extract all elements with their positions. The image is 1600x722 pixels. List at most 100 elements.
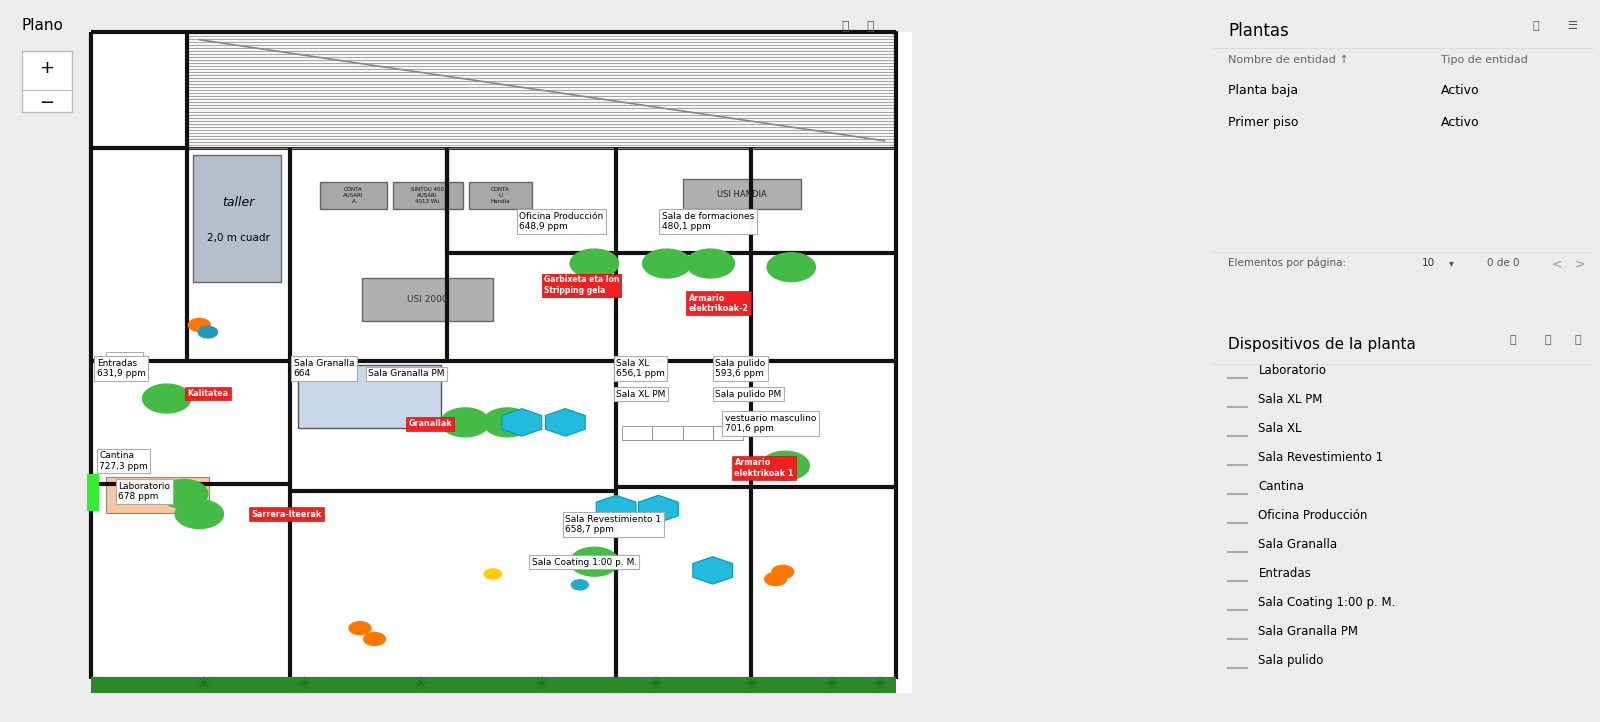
Text: Plano: Plano: [22, 18, 64, 33]
Text: Oficina Producción: Oficina Producción: [1259, 509, 1368, 522]
Circle shape: [483, 408, 531, 437]
Text: ✳: ✳: [744, 676, 758, 693]
Text: Activo: Activo: [1442, 116, 1480, 129]
Text: Sala Granalla: Sala Granalla: [1259, 538, 1338, 551]
Bar: [392, 182, 462, 209]
Text: Planta baja: Planta baja: [1229, 84, 1298, 97]
Text: 🔍: 🔍: [1533, 21, 1539, 31]
Circle shape: [485, 569, 501, 579]
Text: Entradas: Entradas: [1259, 567, 1312, 580]
Text: ⛶: ⛶: [866, 20, 874, 33]
Bar: [298, 365, 442, 428]
Text: 🔍: 🔍: [1510, 335, 1517, 344]
Text: CONTA
AUSARI
A: CONTA AUSARI A: [342, 188, 363, 204]
Circle shape: [762, 451, 810, 480]
Text: Laboratorio
678 ppm: Laboratorio 678 ppm: [118, 482, 170, 501]
Text: ✳: ✳: [534, 676, 549, 693]
Bar: [683, 426, 712, 440]
Text: ☰: ☰: [1566, 21, 1578, 31]
Text: ✳: ✳: [824, 676, 838, 693]
Text: Entradas
631,9 ppm: Entradas 631,9 ppm: [96, 359, 146, 378]
Text: <: <: [1552, 258, 1562, 271]
Text: 💾: 💾: [1544, 335, 1550, 344]
Text: Sala Coating 1:00 p. M.: Sala Coating 1:00 p. M.: [1259, 596, 1395, 609]
Text: Sala Coating 1:00 p. M.: Sala Coating 1:00 p. M.: [531, 558, 637, 567]
Bar: [469, 182, 531, 209]
Text: ✳: ✳: [413, 676, 427, 693]
Circle shape: [189, 318, 210, 331]
Circle shape: [570, 249, 619, 278]
Text: Garbixeta eta Ion
Stripping gela: Garbixeta eta Ion Stripping gela: [544, 276, 619, 295]
Text: CONTA
U
Handia: CONTA U Handia: [490, 188, 510, 204]
Text: Oficina Producción
648,9 ppm: Oficina Producción 648,9 ppm: [520, 212, 603, 231]
Text: Sala XL
656,1 ppm: Sala XL 656,1 ppm: [616, 359, 666, 378]
Bar: [362, 278, 493, 321]
Text: Sala XL PM: Sala XL PM: [616, 390, 666, 399]
Text: Sala Revestimiento 1
658,7 ppm: Sala Revestimiento 1 658,7 ppm: [565, 515, 661, 534]
Polygon shape: [546, 409, 586, 436]
Text: +: +: [40, 59, 54, 77]
Text: USI 2000: USI 2000: [408, 295, 448, 304]
Text: Sala Revestimiento 1: Sala Revestimiento 1: [1259, 451, 1384, 464]
Bar: [86, 474, 99, 511]
Bar: [187, 32, 896, 148]
Text: Sala Granalla PM: Sala Granalla PM: [368, 370, 445, 378]
Bar: [653, 426, 683, 440]
Text: Tipo de entidad: Tipo de entidad: [1442, 56, 1528, 66]
Circle shape: [349, 622, 371, 635]
Text: Dispositivos de la planta: Dispositivos de la planta: [1229, 336, 1416, 352]
Text: Sala XL PM: Sala XL PM: [1259, 393, 1323, 406]
Circle shape: [174, 500, 224, 529]
Bar: [194, 155, 282, 282]
Text: >: >: [1574, 258, 1586, 271]
Text: USI HANDIA: USI HANDIA: [717, 190, 766, 199]
Text: ✳: ✳: [298, 676, 312, 693]
Text: Granallak: Granallak: [408, 419, 451, 428]
Bar: [91, 32, 912, 693]
Text: vestuario masculino
701,6 ppm: vestuario masculino 701,6 ppm: [725, 414, 816, 433]
Text: Sala pulido: Sala pulido: [1259, 654, 1323, 667]
Bar: [320, 182, 387, 209]
Text: 💾: 💾: [842, 20, 850, 33]
Text: Kalitatea: Kalitatea: [187, 389, 229, 398]
Circle shape: [765, 573, 787, 586]
Text: Nombre de entidad ↑: Nombre de entidad ↑: [1229, 56, 1349, 66]
Text: Sala Granalla PM: Sala Granalla PM: [1259, 625, 1358, 638]
Text: Sala pulido PM: Sala pulido PM: [715, 390, 781, 399]
Circle shape: [160, 479, 208, 508]
Text: Sarrera-Iteerak: Sarrera-Iteerak: [251, 510, 322, 518]
Bar: [91, 677, 896, 693]
Text: ✳: ✳: [648, 676, 662, 693]
Text: Elementos por página:: Elementos por página:: [1229, 258, 1346, 268]
Text: ✳: ✳: [872, 676, 886, 693]
Polygon shape: [597, 495, 635, 523]
Text: ✳: ✳: [197, 676, 210, 693]
Circle shape: [198, 326, 218, 338]
Circle shape: [142, 384, 190, 413]
Text: taller: taller: [222, 196, 254, 209]
Bar: [106, 352, 142, 361]
Circle shape: [571, 580, 589, 590]
Text: 10: 10: [1422, 258, 1435, 268]
Text: Cantina
727,3 ppm: Cantina 727,3 ppm: [99, 451, 147, 471]
Text: 2,0 m cuadr: 2,0 m cuadr: [206, 233, 269, 243]
Circle shape: [570, 547, 619, 576]
Bar: [712, 426, 742, 440]
Bar: [622, 426, 653, 440]
Circle shape: [766, 253, 816, 282]
Circle shape: [363, 632, 386, 645]
Text: Armario
elektrikoak-2: Armario elektrikoak-2: [688, 294, 749, 313]
Polygon shape: [502, 409, 542, 436]
Text: Armario
elektrikoak 1: Armario elektrikoak 1: [734, 458, 794, 477]
Text: SINTOU 400
AUSARI
4013 Wu: SINTOU 400 AUSARI 4013 Wu: [411, 188, 445, 204]
Text: Primer piso: Primer piso: [1229, 116, 1299, 129]
Text: Plantas: Plantas: [1229, 22, 1288, 40]
Circle shape: [442, 408, 490, 437]
Text: Sala Granalla
664: Sala Granalla 664: [293, 359, 354, 378]
Text: Sala XL: Sala XL: [1259, 422, 1302, 435]
Text: Cantina: Cantina: [1259, 480, 1304, 493]
Text: Activo: Activo: [1442, 84, 1480, 97]
Bar: [683, 179, 802, 209]
Circle shape: [771, 565, 794, 578]
Text: ▾: ▾: [1450, 258, 1454, 268]
